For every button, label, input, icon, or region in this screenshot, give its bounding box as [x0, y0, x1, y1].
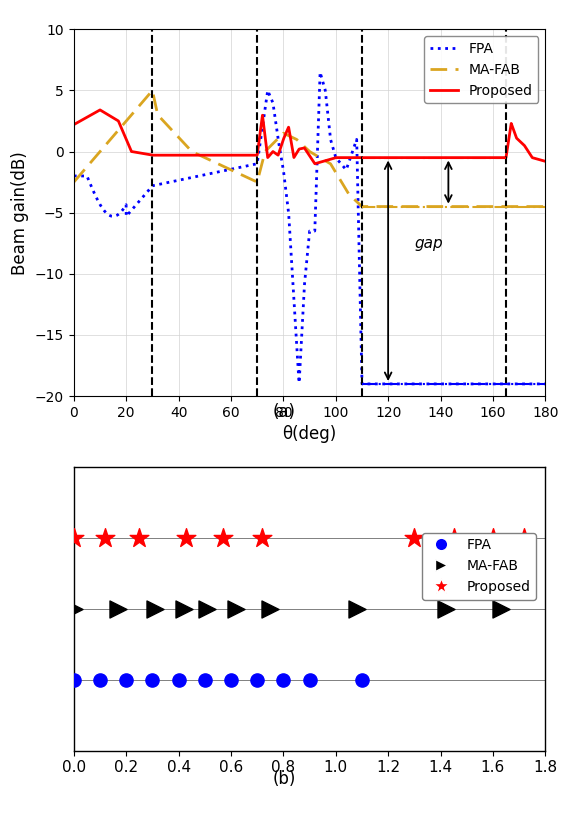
Point [496, 602, 506, 615]
Y-axis label: Beam gain(dB): Beam gain(dB) [11, 151, 30, 274]
FPA [317, 68, 324, 78]
FPA [542, 379, 549, 389]
Point [488, 531, 498, 545]
Point [253, 673, 262, 686]
Point [441, 602, 450, 615]
FPA [70, 171, 77, 181]
MA-FAB [542, 202, 549, 212]
Point [122, 673, 131, 686]
Text: gap: gap [414, 236, 443, 251]
Point [305, 673, 314, 686]
Proposed [542, 156, 549, 166]
Point [352, 602, 361, 615]
Point [232, 602, 241, 615]
FPA [172, 176, 178, 186]
Legend: FPA, MA-FAB, Proposed: FPA, MA-FAB, Proposed [422, 533, 536, 600]
FPA [498, 379, 504, 389]
MA-FAB [364, 202, 371, 212]
Point [266, 602, 275, 615]
Point [410, 531, 419, 545]
MA-FAB [70, 177, 77, 187]
Point [201, 673, 210, 686]
MA-FAB [202, 153, 209, 163]
FPA [202, 169, 209, 179]
Proposed [364, 153, 371, 163]
Point [449, 531, 458, 545]
MA-FAB [542, 202, 549, 212]
Proposed [97, 105, 103, 115]
Point [69, 531, 78, 545]
MA-FAB [172, 128, 178, 138]
Point [179, 602, 189, 615]
Proposed [311, 158, 318, 168]
Proposed [498, 153, 504, 163]
Text: (b): (b) [272, 770, 296, 788]
Point [203, 602, 212, 615]
FPA [356, 242, 362, 252]
Line: MA-FAB: MA-FAB [74, 90, 545, 207]
FPA [358, 379, 365, 389]
Line: FPA: FPA [74, 73, 545, 384]
Proposed [202, 150, 209, 160]
Point [95, 673, 105, 686]
Proposed [542, 156, 549, 166]
MA-FAB [358, 202, 365, 212]
Point [69, 673, 78, 686]
Point [227, 673, 236, 686]
Point [279, 673, 288, 686]
Point [357, 673, 366, 686]
Point [69, 602, 78, 615]
Point [101, 531, 110, 545]
Point [258, 531, 267, 545]
Point [151, 602, 160, 615]
Point [219, 531, 228, 545]
Legend: FPA, MA-FAB, Proposed: FPA, MA-FAB, Proposed [424, 36, 538, 103]
FPA [364, 379, 371, 389]
Proposed [356, 153, 362, 163]
Proposed [70, 119, 77, 129]
Proposed [172, 150, 178, 160]
Point [148, 673, 157, 686]
FPA [542, 379, 549, 389]
Point [520, 531, 529, 545]
MA-FAB [149, 85, 156, 95]
Line: Proposed: Proposed [74, 110, 545, 163]
Point [114, 602, 123, 615]
MA-FAB [498, 202, 504, 212]
Point [174, 673, 183, 686]
Point [182, 531, 191, 545]
Point [135, 531, 144, 545]
MA-FAB [356, 198, 362, 208]
Text: (a): (a) [273, 403, 295, 421]
X-axis label: θ(deg): θ(deg) [282, 425, 337, 444]
